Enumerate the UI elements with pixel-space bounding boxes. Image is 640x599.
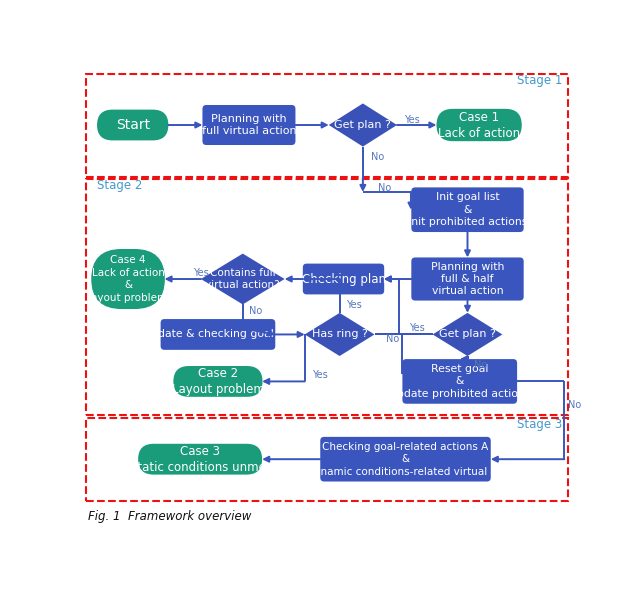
Text: Yes: Yes	[312, 370, 328, 380]
Text: Yes: Yes	[409, 323, 425, 333]
Text: Update & checking goal list: Update & checking goal list	[143, 329, 293, 340]
Polygon shape	[433, 313, 502, 356]
Text: Case 3
Static conditions unmet: Case 3 Static conditions unmet	[130, 444, 271, 474]
Text: Start: Start	[116, 118, 150, 132]
FancyBboxPatch shape	[138, 444, 262, 474]
Text: No: No	[371, 152, 384, 162]
Text: No: No	[378, 183, 392, 193]
FancyBboxPatch shape	[202, 105, 296, 145]
Polygon shape	[305, 313, 374, 356]
Text: Case 4
Lack of action
&
layout problem: Case 4 Lack of action & layout problem	[88, 255, 168, 302]
Text: Planning with
full virtual action: Planning with full virtual action	[202, 114, 296, 136]
Text: Get plan ?: Get plan ?	[439, 329, 496, 340]
FancyBboxPatch shape	[173, 366, 262, 397]
Text: Checking plan: Checking plan	[301, 273, 385, 286]
Text: Has ring ?: Has ring ?	[312, 329, 367, 340]
FancyBboxPatch shape	[97, 110, 168, 140]
Text: Yes: Yes	[404, 116, 420, 125]
Text: Case 1
Lack of action: Case 1 Lack of action	[438, 110, 520, 140]
FancyBboxPatch shape	[412, 187, 524, 232]
Text: Reset goal
&
update prohibited actions: Reset goal & update prohibited actions	[390, 364, 530, 399]
Text: Yes: Yes	[346, 300, 362, 310]
FancyBboxPatch shape	[320, 437, 491, 482]
FancyBboxPatch shape	[161, 319, 275, 350]
FancyBboxPatch shape	[303, 264, 384, 295]
Text: Yes: Yes	[193, 268, 209, 278]
Text: Contains full
virtual action?: Contains full virtual action?	[205, 268, 280, 290]
Text: Stage 2: Stage 2	[97, 179, 143, 192]
Text: No: No	[474, 360, 487, 370]
Text: Stage 3: Stage 3	[517, 418, 562, 431]
Text: Planning with
full & half
virtual action: Planning with full & half virtual action	[431, 262, 504, 297]
Polygon shape	[329, 104, 397, 147]
Text: Checking goal-related actions A
&
A's dynamic conditions-related virtual action: Checking goal-related actions A & A's dy…	[289, 442, 522, 477]
FancyBboxPatch shape	[92, 249, 165, 309]
Text: Case 2
Layout problem: Case 2 Layout problem	[172, 367, 264, 396]
FancyBboxPatch shape	[403, 359, 517, 404]
Text: Init goal list
&
Init prohibited actions: Init goal list & Init prohibited actions	[408, 192, 527, 227]
FancyBboxPatch shape	[412, 258, 524, 301]
Text: No: No	[249, 306, 262, 316]
Text: Fig. 1  Framework overview: Fig. 1 Framework overview	[88, 510, 251, 523]
Text: Get plan ?: Get plan ?	[335, 120, 391, 130]
Polygon shape	[201, 253, 285, 304]
Text: No: No	[568, 400, 582, 410]
Text: Stage 1: Stage 1	[516, 74, 562, 87]
FancyBboxPatch shape	[436, 109, 522, 141]
Text: No: No	[386, 334, 399, 344]
